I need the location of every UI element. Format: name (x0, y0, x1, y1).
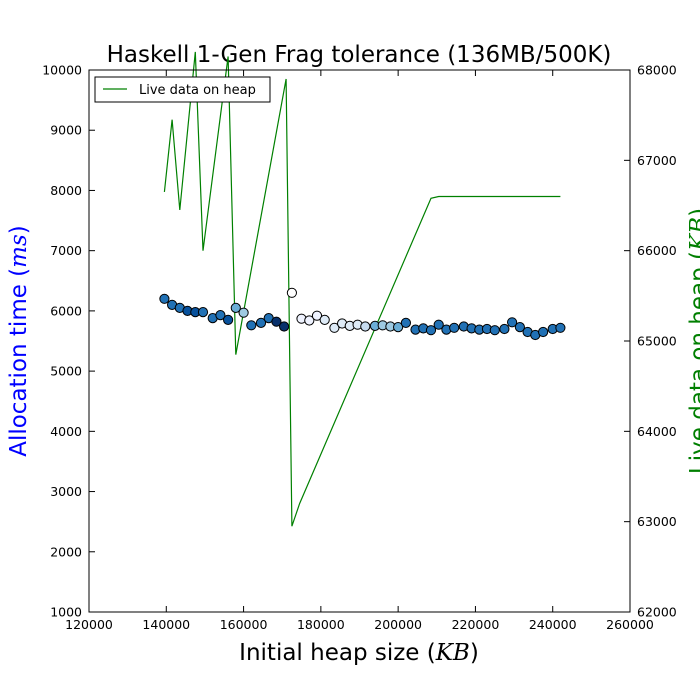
x-tick-label: 160000 (220, 617, 268, 632)
scatter-point (215, 310, 226, 321)
y-left-tick-label: 5000 (50, 364, 82, 379)
scatter-point (286, 287, 297, 298)
y-axis-left-label: Allocation time (ms) (6, 225, 32, 457)
plot-area (159, 51, 566, 527)
scatter-point (223, 314, 234, 325)
x-tick-label: 180000 (297, 617, 345, 632)
y-left-tick-label: 8000 (50, 183, 82, 198)
y-left-tick-label: 4000 (50, 424, 82, 439)
legend: Live data on heap (94, 76, 271, 103)
y-left-tick-label: 9000 (50, 123, 82, 138)
scatter-point (425, 325, 437, 336)
chart-title: Haskell 1-Gen Frag tolerance (136MB/500K… (107, 42, 612, 68)
x-tick-label: 220000 (452, 617, 500, 632)
scatter-point (538, 326, 549, 338)
live-data-line (163, 51, 561, 527)
y-right-tick-label: 68000 (637, 63, 677, 78)
y-right-tick-label: 62000 (637, 605, 677, 620)
scatter-point (230, 302, 241, 313)
scatter-point (238, 307, 249, 318)
y-left-tick-label: 2000 (50, 544, 82, 559)
y-axis-right-label: Live data on heap (KB) (686, 208, 700, 474)
y-axis-left: 1000 2000 3000 4000 5000 6000 7000 8000 9000 1000… (42, 63, 95, 620)
y-left-tick-label: 10000 (42, 63, 82, 78)
scatter-point (506, 317, 518, 328)
scatter-point (489, 325, 500, 336)
y-right-tick-label: 64000 (637, 424, 677, 439)
scatter-point (433, 319, 444, 330)
scatter-point (279, 321, 290, 332)
x-tick-label: 260000 (606, 617, 654, 632)
y-left-tick-label: 6000 (50, 303, 82, 318)
scatter-point (311, 310, 323, 321)
x-axis: 120000 140000 160000 180000 200000 220000 2400… (65, 70, 654, 632)
scatter-point (449, 322, 460, 333)
x-tick-label: 120000 (65, 617, 113, 632)
scatter-point (400, 317, 411, 328)
scatter-point (271, 316, 282, 327)
plot-frame (88, 69, 631, 613)
y-axis-right: 62000 63000 64000 65000 66000 67000 68000 (624, 63, 677, 620)
x-axis-label: Initial heap size (KB) (239, 640, 479, 666)
scatter-point (246, 320, 257, 331)
scatter-point (319, 314, 330, 325)
y-right-tick-label: 67000 (637, 153, 677, 168)
scatter-point (159, 293, 170, 304)
scatter-point (393, 322, 404, 333)
y-left-tick-label: 3000 (50, 484, 82, 499)
y-left-tick-label: 7000 (50, 243, 82, 258)
y-left-tick-label: 1000 (50, 605, 82, 620)
y-right-tick-label: 65000 (637, 334, 677, 349)
scatter-point (304, 315, 315, 326)
scatter-point (197, 307, 209, 318)
y-right-tick-label: 66000 (637, 243, 677, 258)
scatter-point (255, 317, 267, 328)
scatter-point (499, 323, 510, 335)
legend-label: Live data on heap (139, 83, 256, 98)
scatter-point (555, 322, 566, 333)
y-right-tick-label: 63000 (637, 514, 677, 529)
scatter-point (514, 322, 526, 333)
x-tick-label: 240000 (529, 617, 577, 632)
scatter-point (329, 322, 340, 333)
x-tick-label: 140000 (142, 617, 190, 632)
x-tick-label: 200000 (374, 617, 422, 632)
scatter-point (360, 321, 371, 332)
